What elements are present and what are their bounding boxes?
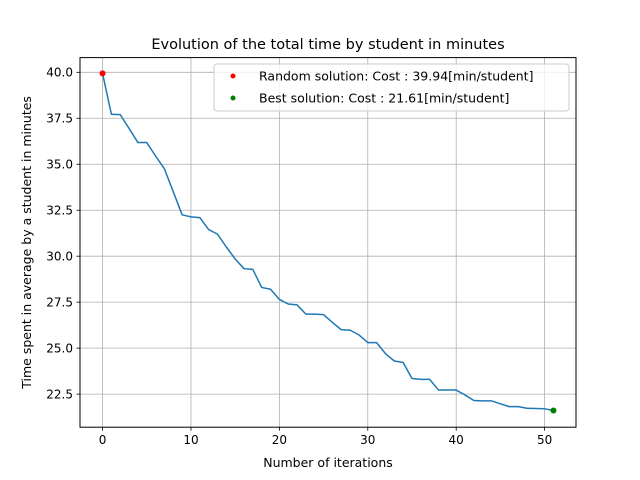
y-tick-label: 40.0: [46, 66, 73, 80]
x-tick-label: 0: [99, 433, 107, 447]
y-axis-label: Time spent in average by a student in mi…: [19, 96, 34, 390]
x-tick-label: 10: [183, 433, 198, 447]
y-axis: 22.5 25.0 27.5 30.0 32.5 35.0 37.5 40.0: [46, 66, 80, 401]
y-tick-label: 32.5: [46, 204, 73, 218]
x-tick-label: 40: [449, 433, 464, 447]
plot-frame: [79, 57, 577, 428]
y-tick-label: 27.5: [46, 295, 73, 309]
chart-title: Evolution of the total time by student i…: [151, 37, 504, 53]
y-tick-label: 22.5: [46, 387, 73, 401]
legend-label-random: Random solution: Cost : 39.94[min/studen…: [259, 69, 533, 84]
y-tick-label: 37.5: [46, 112, 73, 126]
y-tick-label: 35.0: [46, 158, 73, 172]
legend-label-best: Best solution: Cost : 21.61[min/student]: [259, 91, 509, 106]
y-tick-label: 25.0: [46, 341, 73, 355]
series-layer: [99, 70, 557, 414]
series-line-total-time: [101, 73, 554, 412]
random-solution-point: [99, 70, 106, 77]
legend-marker-random: [230, 73, 236, 79]
x-tick-label: 20: [272, 433, 287, 447]
x-tick-label: 30: [360, 433, 375, 447]
x-axis-label: Number of iterations: [263, 455, 393, 470]
y-tick-label: 30.0: [46, 249, 73, 263]
best-solution-point: [550, 407, 557, 414]
legend: Random solution: Cost : 39.94[min/studen…: [213, 63, 570, 112]
legend-marker-best: [230, 95, 236, 101]
legend-box: [213, 63, 570, 112]
x-axis: 0 10 20 30 40 50: [99, 427, 552, 447]
x-tick-label: 50: [537, 433, 552, 447]
